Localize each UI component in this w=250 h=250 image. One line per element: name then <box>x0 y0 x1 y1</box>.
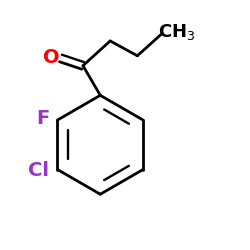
Text: O: O <box>42 48 59 66</box>
Text: Cl: Cl <box>28 161 50 180</box>
Text: CH$_3$: CH$_3$ <box>158 22 196 42</box>
Text: F: F <box>36 109 49 128</box>
